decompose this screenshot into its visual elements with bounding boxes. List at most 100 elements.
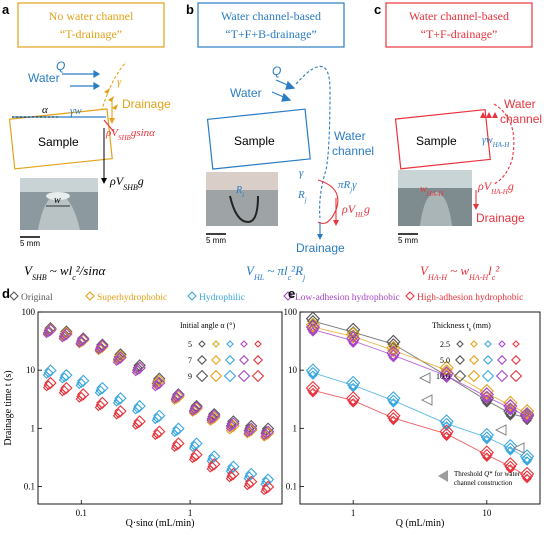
threshold-arrow-2 <box>512 442 525 454</box>
point-1-2-2-1 <box>387 394 400 407</box>
point-1-3-2-1 <box>387 349 400 362</box>
point-0-4-3-2 <box>96 396 109 410</box>
point-0-4-8-2 <box>190 448 203 461</box>
inset-marker-1-2-3 <box>495 369 509 383</box>
point-1-1-0-1 <box>306 321 319 334</box>
gamma-label-b: γ <box>299 167 304 179</box>
threshold-arrow-0 <box>420 394 433 406</box>
force-arrowhead-c <box>473 204 479 210</box>
inset-marker-1-2-1 <box>467 369 481 383</box>
point-0-4-12-2 <box>261 480 275 494</box>
point-1-2-5-2 <box>503 438 518 454</box>
legend-marker-4 <box>405 291 415 301</box>
point-1-3-4-1 <box>480 390 493 403</box>
gamma-label-a: γ <box>117 76 122 88</box>
inset-marker-1-1-3 <box>497 355 507 365</box>
legend-marker-3 <box>283 291 293 301</box>
equation-a: VSHB ~ wlc²/sinα <box>24 263 106 282</box>
inset-row-label-1-0: 2.5 <box>440 340 450 349</box>
point-1-3-5-1 <box>504 402 517 415</box>
point-1-4-0-2 <box>305 380 321 396</box>
point-0-2-12-2 <box>261 473 275 486</box>
point-1-3-3-1 <box>440 369 453 382</box>
point-0-4-7-2 <box>172 437 185 450</box>
point-1-3-6-1 <box>521 410 534 423</box>
point-0-0-11-2 <box>245 419 258 433</box>
point-1-1-0-2 <box>305 317 321 332</box>
panel-c-title-1: Water channel-based <box>409 9 509 23</box>
point-0-2-1-2 <box>60 368 73 382</box>
point-0-3-8-2 <box>190 401 203 414</box>
w-label-a: w <box>54 195 61 206</box>
legend-label-4: High-adhesion hydrophobic <box>417 293 523 303</box>
ylabel-d: Drainage time t (s) <box>3 370 14 445</box>
point-0-3-6-2 <box>153 376 166 390</box>
inset-title-e: Thickness ts (mm) <box>432 321 491 333</box>
inset-marker-1-1-1 <box>469 355 479 365</box>
panel-e: e 0.1 1 10 100 1 10 Thickness ts (mm) 2.5 5.0 10… <box>284 286 541 529</box>
force-label-b: ρVHLg <box>341 202 370 219</box>
inset-row-label-0-1: 7 <box>188 356 192 365</box>
point-1-2-1-2 <box>346 375 361 391</box>
ytick-label-1-2: 10 <box>288 365 298 375</box>
water-arrows-a <box>62 69 101 91</box>
point-0-2-0-2 <box>44 364 57 377</box>
xtick-label-0-0: 0.1 <box>76 508 87 518</box>
panel-b-title-2: “T+F+B-drainage” <box>225 27 317 41</box>
inset-marker-1-0-2 <box>484 340 492 348</box>
panel-letter-c: c <box>374 2 381 17</box>
series-line-1-4 <box>312 389 528 477</box>
point-1-1-1-1 <box>347 330 360 343</box>
scale-label-a: 5 mm <box>20 239 40 248</box>
equation-b: VHL ~ πlc²Rj <box>246 263 306 282</box>
inset-marker-1-1-2 <box>483 355 493 365</box>
point-0-4-11-2 <box>245 475 258 488</box>
point-0-4-0-2 <box>44 376 57 390</box>
ytick-label-0-1: 1 <box>31 423 36 433</box>
point-1-4-4-2 <box>479 445 494 460</box>
point-1-2-5-1 <box>504 442 517 455</box>
inset-marker-0-1-3 <box>239 355 249 365</box>
panel-letter-a: a <box>2 2 10 17</box>
point-0-2-6-2 <box>153 409 166 422</box>
threshold-text-1: Threshold Q* for water <box>454 470 521 478</box>
panel-a: a No water channel “T-drainage” Q Water … <box>2 2 171 282</box>
inset-row-label-0-0: 5 <box>188 340 192 349</box>
threshold-arrow-3 <box>418 372 431 384</box>
ri-label-b: Ri <box>235 185 244 199</box>
panel-a-title-1: No water channel <box>49 9 134 23</box>
panel-b-title-1: Water channel-based <box>221 9 321 23</box>
inset-marker-0-0-3 <box>240 340 248 348</box>
xtick-label-1-0: 1 <box>351 508 356 518</box>
point-0-2-9-2 <box>208 450 221 463</box>
plot-frame-d <box>37 311 283 505</box>
drop-outline-b <box>317 179 339 225</box>
point-1-4-5-2 <box>503 457 518 472</box>
point-0-3-7-2 <box>172 388 185 402</box>
point-1-4-3-1 <box>440 427 453 440</box>
point-1-2-1-1 <box>347 379 360 392</box>
point-1-1-5-2 <box>503 395 518 411</box>
series-line-1-3 <box>312 329 528 417</box>
inset-marker-0-2-4 <box>251 369 265 383</box>
drainage-label-b: Drainage <box>296 241 345 255</box>
point-1-2-0-2 <box>305 363 321 378</box>
photo-c: wHA-H <box>398 170 472 226</box>
point-0-3-1-2 <box>60 327 73 341</box>
scale-label-c: 5 mm <box>398 236 418 245</box>
sample-block-b <box>206 108 311 170</box>
point-1-3-0-2 <box>305 320 321 335</box>
inset-marker-0-0-4 <box>254 340 262 348</box>
point-0-2-11-2 <box>245 467 258 481</box>
photo-b: Ri <box>206 172 278 226</box>
ytick-label-0-0: 0.1 <box>24 481 35 491</box>
panel-letter-e: e <box>288 286 295 301</box>
point-0-0-5-2 <box>133 359 146 372</box>
threshold-text-2: channel construction <box>454 479 513 487</box>
inset-marker-0-2-2 <box>223 369 237 383</box>
ytick-label-0-2: 10 <box>26 365 36 375</box>
point-0-2-4-2 <box>114 392 127 405</box>
panel-letter-d: d <box>2 286 10 301</box>
drainage-label-a: Drainage <box>122 97 171 111</box>
